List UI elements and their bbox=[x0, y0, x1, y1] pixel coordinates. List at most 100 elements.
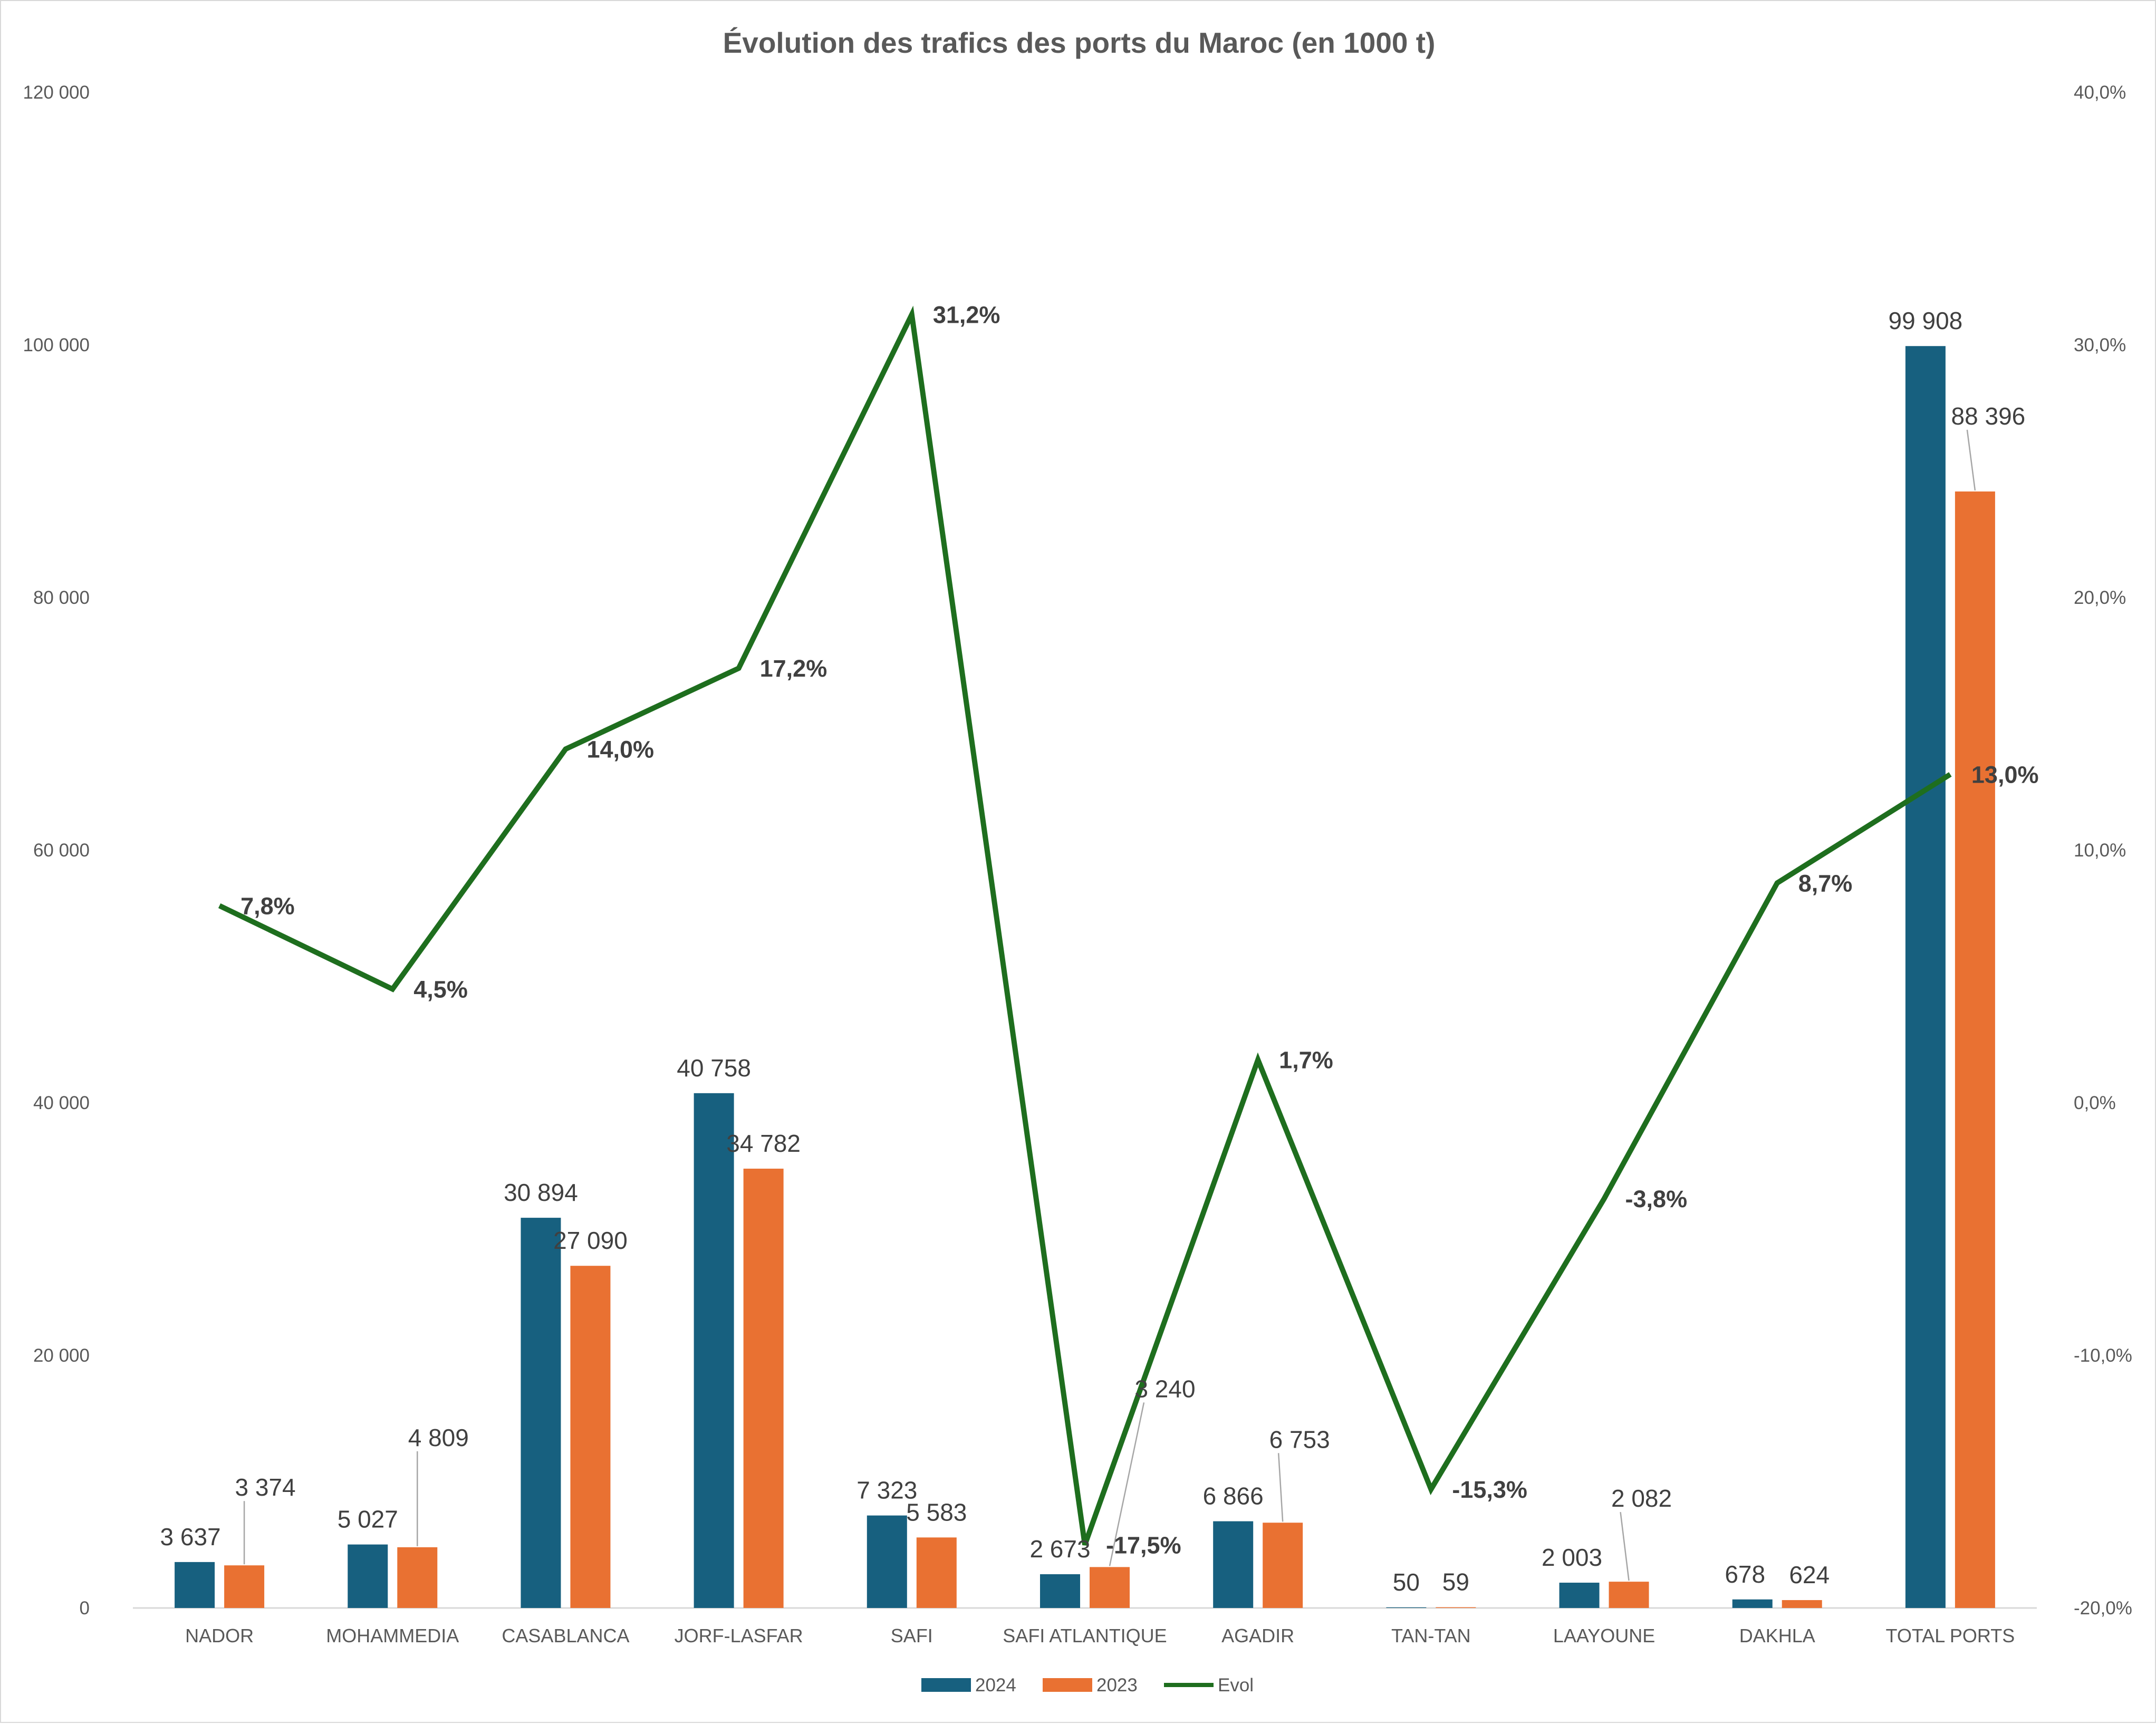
value-label-2024-total-ports: 99 908 bbox=[1889, 307, 1963, 334]
category-label-tan-tan: TAN-TAN bbox=[1391, 1625, 1471, 1646]
percent-labels: 7,8% 4,5% 14,0% 17,2% 31,2% -17,5% 1,7% -15,3% -… bbox=[240, 302, 2038, 1559]
value-label-2024-nador: 3 637 bbox=[160, 1523, 221, 1550]
leader-lines bbox=[243, 429, 1976, 1581]
evol-label-mohammedia: 4,5% bbox=[413, 976, 468, 1003]
leader-line bbox=[1620, 1511, 1630, 1581]
value-label-2024-casablanca: 30 894 bbox=[504, 1179, 578, 1206]
chart-title: Évolution des trafics des ports du Maroc… bbox=[723, 26, 1436, 59]
value-label-2023-tan-tan: 59 bbox=[1442, 1568, 1469, 1596]
left-tick-label: 40 000 bbox=[33, 1093, 90, 1113]
legend-item-2023: 2023 bbox=[1043, 1675, 1138, 1696]
value-label-2023-mohammedia: 4 809 bbox=[408, 1424, 469, 1451]
bar-2023-nador bbox=[224, 1565, 265, 1608]
evol-label-safi: 31,2% bbox=[933, 302, 1000, 329]
right-tick-label: -10,0% bbox=[2074, 1345, 2132, 1366]
category-label-safi-atlantique: SAFI ATLANTIQUE bbox=[1003, 1625, 1167, 1646]
right-tick-label: 10,0% bbox=[2074, 840, 2126, 861]
bar-2024-mohammedia bbox=[348, 1544, 388, 1608]
right-tick-label: -20,0% bbox=[2074, 1598, 2132, 1619]
bar-2024-nador bbox=[175, 1562, 215, 1608]
value-label-2024-mohammedia: 5 027 bbox=[338, 1506, 398, 1533]
bar-2023-casablanca bbox=[570, 1266, 611, 1608]
bar-2023-mohammedia bbox=[397, 1547, 438, 1608]
category-label-agadir: AGADIR bbox=[1221, 1625, 1294, 1646]
leader-line bbox=[1966, 429, 1976, 491]
bar-2024-agadir bbox=[1213, 1521, 1254, 1608]
value-label-2023-dakhla: 624 bbox=[1789, 1561, 1830, 1588]
legend-label: 2023 bbox=[1096, 1675, 1138, 1696]
evol-label-casablanca: 14,0% bbox=[586, 736, 654, 763]
category-label-nador: NADOR bbox=[185, 1625, 254, 1646]
bar-2024-tan-tan bbox=[1386, 1607, 1427, 1608]
right-tick-label: 20,0% bbox=[2074, 587, 2126, 608]
bar-2023-total-ports bbox=[1955, 491, 1995, 1608]
bar-2023-tan-tan bbox=[1436, 1607, 1476, 1608]
bar-2024-total-ports bbox=[1905, 346, 1946, 1609]
value-label-2024-safi-atlantique: 2 673 bbox=[1029, 1535, 1090, 1563]
value-label-2023-safi: 5 583 bbox=[906, 1498, 967, 1526]
leader-line bbox=[1109, 1402, 1145, 1566]
value-label-2023-total-ports: 88 396 bbox=[1951, 402, 2026, 430]
bar-2023-jorf-lasfar bbox=[743, 1168, 784, 1608]
legend-item-evol: Evol bbox=[1164, 1675, 1254, 1696]
bar-2023-safi bbox=[916, 1537, 957, 1608]
legend-swatch bbox=[921, 1678, 971, 1692]
legend-label: Evol bbox=[1218, 1675, 1254, 1696]
right-tick-label: 0,0% bbox=[2074, 1093, 2116, 1113]
category-label-casablanca: CASABLANCA bbox=[502, 1625, 629, 1646]
evol-line bbox=[218, 305, 1952, 1546]
bar-2024-dakhla bbox=[1732, 1599, 1773, 1608]
value-label-2024-safi: 7 323 bbox=[856, 1477, 917, 1504]
value-label-2023-laayoune: 2 082 bbox=[1611, 1485, 1672, 1512]
evol-label-safi-atlantique: -17,5% bbox=[1106, 1532, 1181, 1558]
bar-2023-safi-atlantique bbox=[1090, 1567, 1130, 1608]
left-tick-label: 60 000 bbox=[33, 840, 90, 861]
left-axis: 0 20 000 40 000 60 000 80 000 100 000 120 000 bbox=[23, 82, 90, 1619]
legend: 2024 2023 Evol bbox=[921, 1675, 1254, 1696]
right-tick-label: 30,0% bbox=[2074, 335, 2126, 355]
value-label-2024-laayoune: 2 003 bbox=[1542, 1544, 1602, 1571]
evol-label-jorf-lasfar: 17,2% bbox=[760, 655, 827, 682]
evol-label-agadir: 1,7% bbox=[1279, 1047, 1333, 1074]
category-label-total-ports: TOTAL PORTS bbox=[1886, 1625, 2015, 1646]
right-axis: -20,0% -10,0% 0,0% 10,0% 20,0% 30,0% 40,0% bbox=[2074, 82, 2132, 1619]
value-label-2023-agadir: 6 753 bbox=[1269, 1426, 1330, 1453]
bar-2023-agadir bbox=[1263, 1523, 1303, 1608]
bar-2024-laayoune bbox=[1559, 1583, 1600, 1608]
bar-2023-laayoune bbox=[1609, 1582, 1649, 1608]
value-label-2023-casablanca: 27 090 bbox=[553, 1227, 628, 1254]
bar-labels: 3 637 3 374 5 027 4 809 30 894 27 090 40 758 34… bbox=[160, 307, 2026, 1596]
category-label-jorf-lasfar: JORF-LASFAR bbox=[675, 1625, 803, 1646]
evol-label-tan-tan: -15,3% bbox=[1452, 1476, 1527, 1503]
category-label-mohammedia: MOHAMMEDIA bbox=[326, 1625, 459, 1646]
legend-item-2024: 2024 bbox=[921, 1675, 1016, 1696]
evol-label-nador: 7,8% bbox=[240, 892, 295, 919]
left-tick-label: 0 bbox=[80, 1598, 90, 1619]
leader-line bbox=[1277, 1453, 1284, 1522]
bars bbox=[175, 346, 1995, 1609]
value-label-2023-nador: 3 374 bbox=[235, 1473, 296, 1501]
evol-series-line bbox=[218, 305, 1952, 1546]
category-label-laayoune: LAAYOUNE bbox=[1553, 1625, 1655, 1646]
category-label-dakhla: DAKHLA bbox=[1739, 1625, 1815, 1646]
bar-2024-safi bbox=[867, 1515, 907, 1608]
bar-2023-dakhla bbox=[1782, 1600, 1822, 1608]
left-tick-label: 20 000 bbox=[33, 1345, 90, 1366]
bar-2024-casablanca bbox=[521, 1218, 561, 1608]
category-label-safi: SAFI bbox=[891, 1625, 933, 1646]
value-label-2024-agadir: 6 866 bbox=[1203, 1482, 1264, 1510]
left-tick-label: 120 000 bbox=[23, 82, 90, 103]
left-tick-label: 100 000 bbox=[23, 335, 90, 355]
evol-label-dakhla: 8,7% bbox=[1798, 870, 1853, 897]
evol-label-laayoune: -3,8% bbox=[1625, 1186, 1688, 1212]
value-label-2023-safi-atlantique: 3 240 bbox=[1134, 1375, 1195, 1402]
value-label-2024-dakhla: 678 bbox=[1725, 1561, 1765, 1588]
bar-2024-jorf-lasfar bbox=[694, 1093, 734, 1608]
left-tick-label: 80 000 bbox=[33, 587, 90, 608]
category-labels: NADOR MOHAMMEDIA CASABLANCA JORF-LASFAR SAFI… bbox=[185, 1625, 2015, 1646]
bar-2024-safi-atlantique bbox=[1040, 1574, 1080, 1608]
evol-label-total-ports: 13,0% bbox=[1971, 761, 2039, 788]
value-label-2024-jorf-lasfar: 40 758 bbox=[677, 1054, 751, 1082]
